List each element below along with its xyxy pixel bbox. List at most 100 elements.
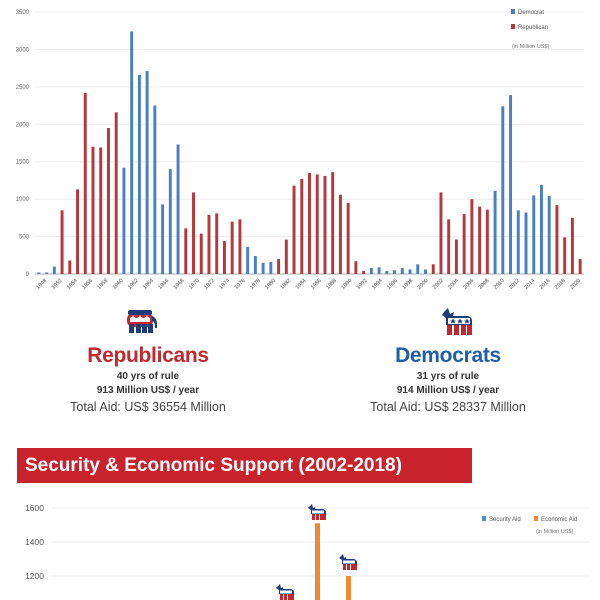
- bar-republican: [555, 205, 559, 274]
- bar-democrat: [532, 195, 536, 274]
- x-tick-label: 1966: [157, 278, 170, 291]
- elephant-icon: [124, 306, 160, 341]
- x-tick-label: 2000: [417, 278, 430, 291]
- bar-republican: [454, 239, 458, 274]
- bar-democrat: [408, 269, 412, 274]
- republicans-summary: Republicans 40 yrs of rule 913 Million U…: [38, 344, 258, 414]
- bar-democrat: [509, 95, 513, 274]
- legend-swatch: [511, 24, 515, 29]
- bar-republican: [284, 239, 288, 274]
- y-tick-label: 1400: [25, 537, 44, 547]
- democrats-title: Democrats: [395, 344, 501, 367]
- legend-swatch: [511, 9, 515, 14]
- bar-democrat: [540, 184, 543, 274]
- bar-democrat: [153, 105, 157, 274]
- bar-republican: [331, 172, 335, 274]
- bar-democrat: [516, 210, 520, 274]
- x-tick-label: 1956: [81, 278, 94, 291]
- bar-democrat: [137, 74, 141, 274]
- bar-democrat: [424, 269, 427, 274]
- bar-republican: [431, 264, 435, 274]
- bar-republican: [354, 261, 358, 274]
- legend-label: Economic Aid: [541, 517, 577, 523]
- bar-democrat: [385, 271, 389, 274]
- x-tick-label: 2020: [569, 278, 582, 291]
- bar-republican: [578, 259, 582, 274]
- x-tick-label: 1970: [188, 278, 201, 291]
- x-tick-label: 1948: [35, 278, 48, 291]
- bar-republican: [300, 178, 304, 274]
- bar-republican: [83, 92, 87, 275]
- bar-democrat: [45, 272, 49, 274]
- legend-swatch: [534, 516, 538, 521]
- bar-republican: [184, 228, 188, 274]
- bar-democrat: [52, 266, 56, 274]
- x-tick-label: 1986: [310, 278, 323, 291]
- bar-republican: [478, 206, 482, 274]
- x-tick-label: 2014: [523, 278, 536, 291]
- x-tick-label: 1992: [356, 278, 369, 291]
- bar-democrat: [393, 270, 397, 274]
- bar-republican: [68, 260, 72, 274]
- bar-democrat: [168, 169, 172, 274]
- bar-republican: [114, 112, 118, 275]
- y-tick-label: 1200: [25, 571, 44, 581]
- legend-label: Security Aid: [489, 517, 521, 523]
- bar-republican: [106, 128, 110, 274]
- y-tick-label: 3000: [16, 47, 30, 53]
- x-tick-label: 1962: [127, 278, 140, 291]
- bar-republican: [99, 147, 103, 274]
- donkey-icon: [276, 584, 294, 600]
- y-tick-label: 1500: [16, 160, 30, 166]
- bar-republican: [570, 217, 574, 274]
- x-tick-label: 1968: [173, 278, 186, 291]
- donkey-icon: [440, 306, 476, 343]
- bar-republican: [91, 146, 95, 274]
- y-tick-label: 2500: [16, 85, 30, 91]
- bar-republican: [470, 199, 474, 274]
- aid-by-party-bar-chart: 0 500 1000 1500 2000 2500 3000 3500 1948 1952 1954…: [16, 9, 584, 291]
- y-tick-label: 1600: [25, 503, 44, 513]
- y-tick-label: 1000: [16, 197, 30, 203]
- donkey-icon: [308, 504, 326, 520]
- bar-republican: [308, 172, 311, 274]
- republicans-years: 40 yrs of rule: [116, 371, 180, 382]
- bar-republican: [207, 214, 211, 274]
- x-tick-label: 1994: [371, 278, 384, 291]
- x-tick-label: 1988: [325, 278, 338, 291]
- legend-label: Republican: [518, 25, 548, 31]
- bar-republican: [439, 192, 443, 274]
- bar-republican: [485, 209, 489, 274]
- bar-republican: [222, 241, 226, 274]
- x-tick-label: 2006: [462, 278, 475, 291]
- x-tick-label: 1998: [401, 278, 414, 291]
- bar-democrat: [416, 264, 420, 274]
- bar-democrat: [161, 204, 165, 274]
- x-tick-label: 1954: [66, 278, 79, 291]
- bar-republican: [346, 202, 350, 274]
- bar-democrat: [37, 272, 41, 274]
- republicans-title: Republicans: [87, 344, 209, 367]
- unit-note: (in Million US$): [512, 44, 549, 50]
- x-tick-label: 2010: [493, 278, 506, 291]
- x-tick-label: 1978: [249, 278, 262, 291]
- x-tick-label: 2008: [478, 278, 491, 291]
- x-tick-label: 1960: [112, 278, 125, 291]
- x-tick-label: 2016: [539, 278, 552, 291]
- section-banner: Security & Economic Support (2002-2018): [17, 448, 472, 483]
- x-tick-label: 2004: [447, 278, 460, 291]
- bar-democrat: [122, 167, 126, 274]
- bar-economic-aid: [315, 523, 320, 600]
- donkey-icon: [339, 554, 357, 570]
- bar-democrat: [400, 268, 404, 274]
- bar-democrat: [493, 190, 497, 274]
- legend-label: Democrat: [518, 10, 544, 16]
- bar-republican: [447, 219, 451, 274]
- bar-republican: [315, 174, 319, 274]
- x-tick-label: 2012: [508, 278, 521, 291]
- x-tick-label: 1976: [234, 278, 247, 291]
- bar-republican: [292, 185, 296, 274]
- bar-democrat: [377, 267, 381, 274]
- security-economic-support-chart: 1200 1400 1600 Security Aid Economic Aid (in …: [25, 503, 590, 600]
